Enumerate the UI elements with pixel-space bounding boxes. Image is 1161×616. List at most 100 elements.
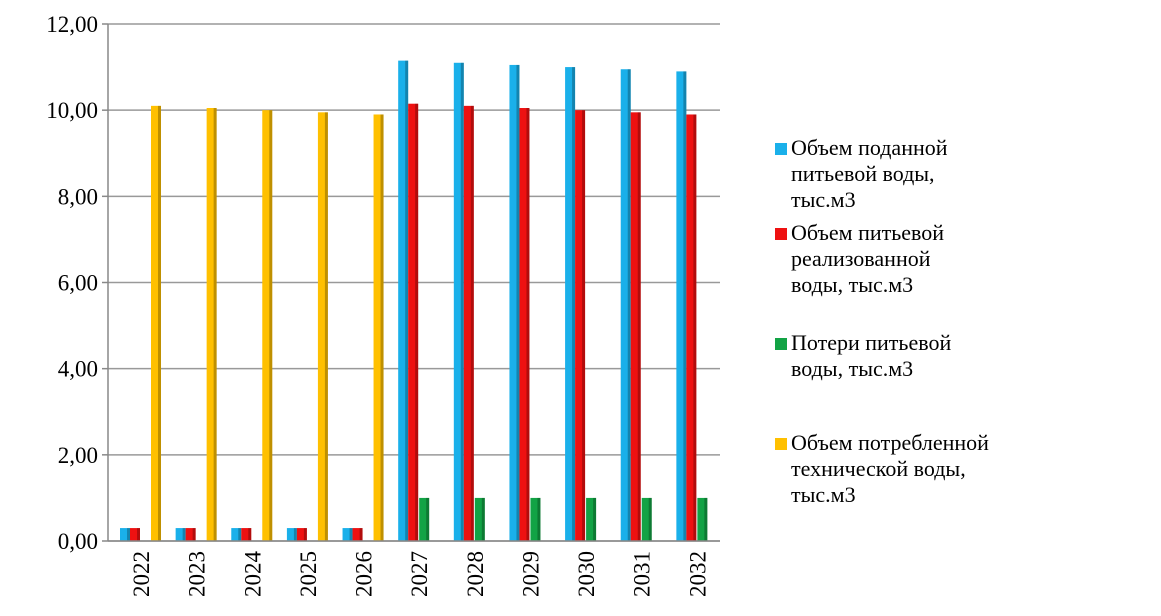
y-tick-label: 0,00 bbox=[58, 529, 98, 554]
bar-group bbox=[419, 497, 430, 541]
bar bbox=[586, 497, 597, 541]
y-tick-label: 12,00 bbox=[46, 12, 98, 37]
bar bbox=[262, 110, 273, 542]
bar-group bbox=[286, 528, 297, 541]
chart: 0,00 2,00 4,00 6,00 8,00 10,00 12,00 2022 2023 20… bbox=[46, 12, 720, 598]
bar-side bbox=[415, 103, 419, 542]
y-tick-label: 6,00 bbox=[58, 271, 98, 296]
bar bbox=[419, 497, 430, 541]
bar-group bbox=[241, 528, 252, 541]
bar-group bbox=[408, 103, 419, 542]
bar bbox=[342, 528, 353, 541]
bar bbox=[519, 108, 530, 541]
bar-group bbox=[151, 105, 161, 541]
bar bbox=[453, 62, 464, 542]
bar-group bbox=[120, 528, 130, 541]
bar-side bbox=[269, 110, 273, 542]
y-tick-label: 2,00 bbox=[58, 443, 98, 468]
bar-group bbox=[630, 112, 641, 541]
bar bbox=[474, 497, 485, 541]
legend-label: Объем поданной питьевой воды, тыс.м3 bbox=[791, 135, 948, 212]
bar-group bbox=[565, 67, 576, 541]
bar-side bbox=[593, 497, 597, 541]
legend-swatch bbox=[775, 228, 787, 240]
bar bbox=[352, 528, 363, 541]
bar-side bbox=[303, 528, 307, 541]
bar-group bbox=[676, 71, 687, 542]
bar bbox=[620, 69, 631, 542]
bar-side bbox=[470, 105, 474, 541]
bar bbox=[373, 114, 384, 541]
bar-side bbox=[213, 108, 217, 541]
bar bbox=[408, 103, 419, 542]
bar-side bbox=[380, 114, 384, 541]
bar-side bbox=[704, 497, 708, 541]
bar-group bbox=[262, 110, 273, 542]
bar bbox=[565, 67, 576, 541]
x-tick-label: 2031 bbox=[630, 551, 655, 597]
y-tick-label: 4,00 bbox=[58, 357, 98, 382]
legend-item: Объем поданной питьевой воды, тыс.м3 bbox=[775, 135, 991, 213]
bar bbox=[296, 528, 307, 541]
legend-label: Объем питьевой реализованной воды, тыс.м… bbox=[791, 220, 945, 297]
bar-group bbox=[231, 528, 242, 541]
bar bbox=[175, 528, 186, 541]
bar-side bbox=[637, 112, 641, 541]
legend-label: Объем потребленной технической воды, тыс… bbox=[791, 430, 989, 507]
bar-group bbox=[453, 62, 464, 542]
bar-side bbox=[481, 497, 485, 541]
bar-side bbox=[627, 69, 631, 542]
bar-group bbox=[586, 497, 597, 541]
bar-group bbox=[474, 497, 485, 541]
bar-group bbox=[530, 497, 541, 541]
bar-side bbox=[238, 528, 242, 541]
bar bbox=[686, 114, 697, 541]
x-tick-label: 2032 bbox=[685, 551, 710, 597]
bar-group bbox=[373, 114, 384, 541]
x-tick-label: 2024 bbox=[240, 551, 265, 598]
bar bbox=[630, 112, 641, 541]
bar-side bbox=[127, 528, 130, 541]
x-tick-label: 2028 bbox=[463, 551, 488, 597]
bar-side bbox=[572, 67, 576, 541]
bar-side bbox=[648, 497, 652, 541]
bar bbox=[530, 497, 541, 541]
x-tick-label: 2029 bbox=[518, 551, 543, 597]
bar-group bbox=[206, 108, 217, 541]
bar bbox=[185, 528, 196, 541]
bar-group bbox=[686, 114, 697, 541]
bar bbox=[398, 60, 409, 541]
bar bbox=[151, 105, 161, 541]
bar bbox=[676, 71, 687, 542]
bar-group bbox=[575, 110, 586, 542]
bar-side bbox=[405, 60, 409, 541]
bar bbox=[463, 105, 474, 541]
legend-swatch bbox=[775, 143, 787, 155]
bar-side bbox=[192, 528, 196, 541]
bar-side bbox=[537, 497, 541, 541]
legend-item: Объем питьевой реализованной воды, тыс.м… bbox=[775, 220, 981, 298]
bar-side bbox=[324, 112, 328, 541]
bar-side bbox=[693, 114, 697, 541]
bar bbox=[575, 110, 586, 542]
bar-group bbox=[398, 60, 409, 541]
y-tick-label: 8,00 bbox=[58, 184, 98, 209]
bar-side bbox=[683, 71, 687, 542]
bar bbox=[697, 497, 708, 541]
bar-side bbox=[426, 497, 430, 541]
bar bbox=[317, 112, 328, 541]
bar-side bbox=[349, 528, 353, 541]
x-tick-label: 2026 bbox=[352, 551, 377, 597]
x-tick-label: 2023 bbox=[185, 551, 210, 597]
bar-side bbox=[182, 528, 186, 541]
bar bbox=[130, 528, 140, 541]
bar-side bbox=[460, 62, 464, 542]
bar bbox=[641, 497, 652, 541]
bar-group bbox=[175, 528, 186, 541]
bar bbox=[241, 528, 252, 541]
y-tick-label: 10,00 bbox=[46, 98, 98, 123]
x-tick-label: 2025 bbox=[296, 551, 321, 597]
bar-side bbox=[248, 528, 252, 541]
bar-side bbox=[582, 110, 586, 542]
